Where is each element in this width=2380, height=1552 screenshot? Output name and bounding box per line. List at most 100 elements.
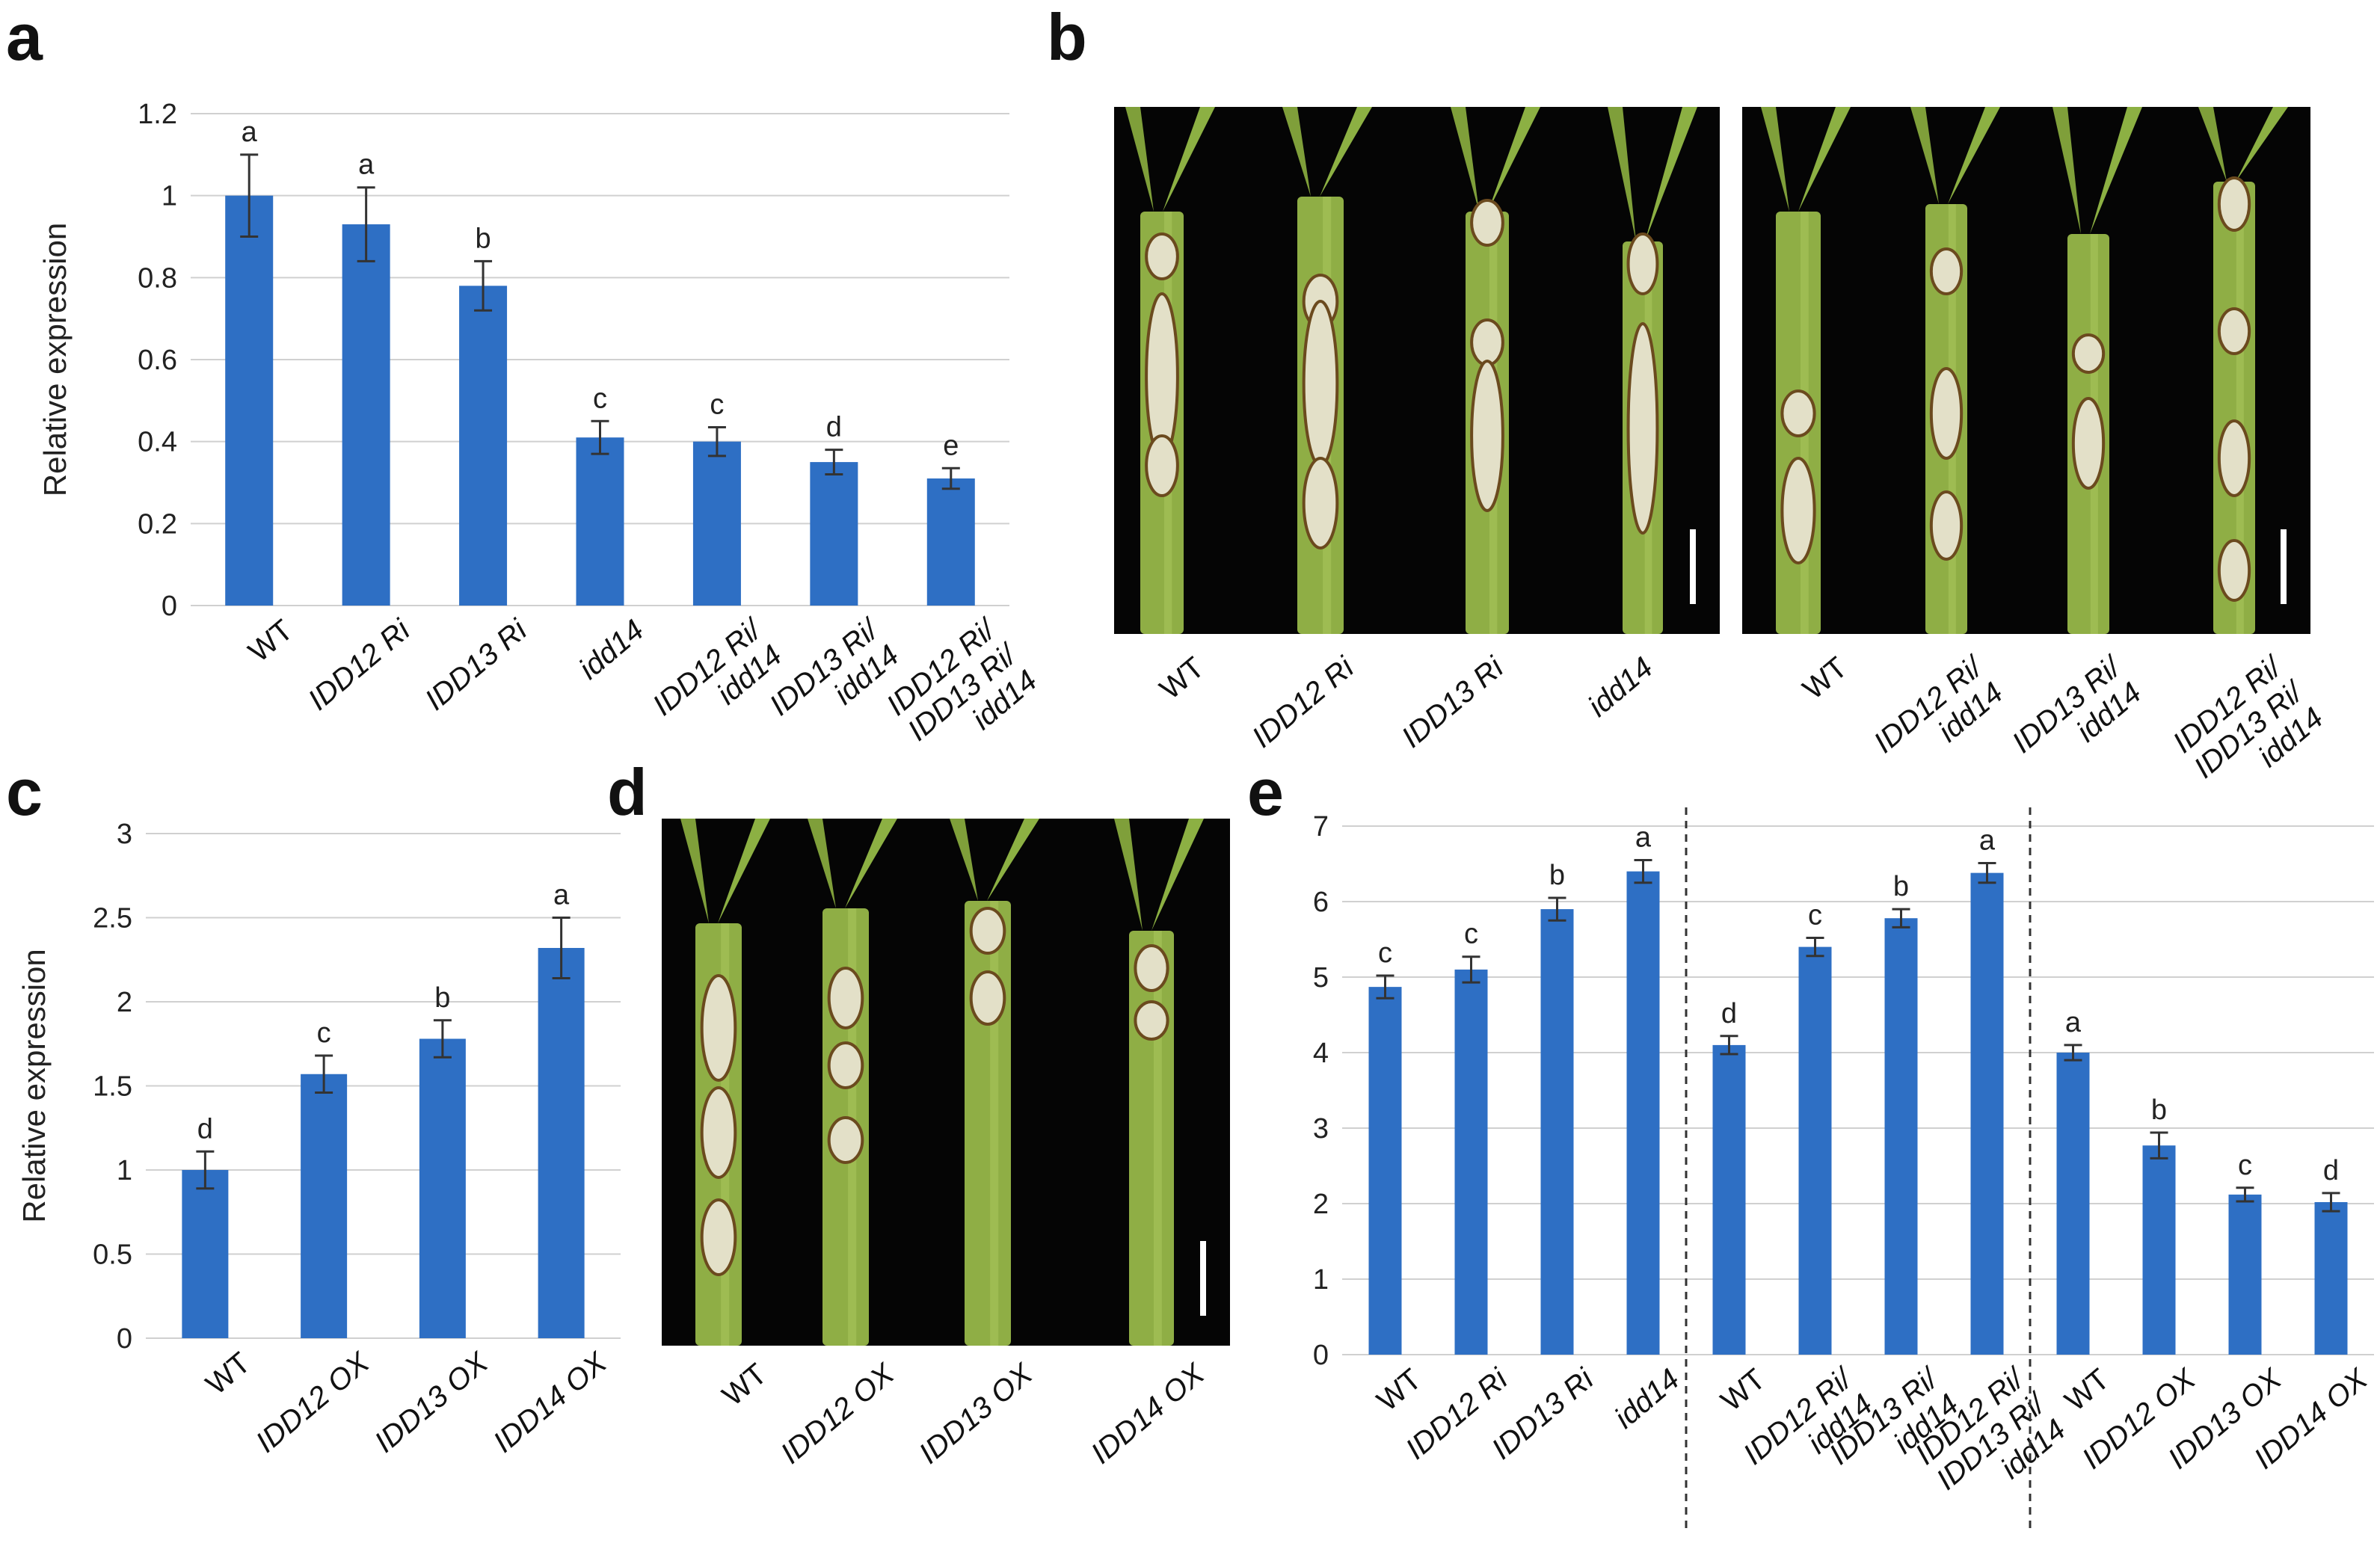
error-bar [552,917,571,979]
photo-label: IDD13 OX [913,1357,1039,1471]
stem [950,819,1039,1346]
photo-label-line-0: WT [1797,651,1854,706]
y-tick-label: 0 [162,591,177,622]
error-bar [941,466,960,490]
significance-letter: b [434,982,450,1014]
leaf [1948,107,2000,204]
photo-label-line-0: IDD13 OX [913,1357,1039,1471]
error-bar [591,419,609,455]
significance-letter: b [1893,871,1909,902]
bar [2142,1145,2176,1355]
x-tick-label: IDD13 Ri/idd14 [763,612,905,722]
x-tick-label-line-0: IDD13 OX [369,1346,495,1459]
error-bar [1634,858,1652,884]
panel-letter-c: c [6,755,43,829]
significance-letter: b [1549,860,1565,891]
photo-d-stems [662,819,1230,1346]
stem [2052,107,2142,634]
error-bar [1462,955,1480,984]
x-tick-label-line-0: WT [1715,1363,1772,1418]
stem-highlight [990,901,999,1346]
lesion [1145,292,1179,460]
photo-label: IDD14 OX [1085,1357,1211,1471]
lesion [1626,233,1659,295]
photo-label-line-0: WT [716,1358,773,1413]
x-tick-label: idd14 [1608,1363,1685,1435]
y-tick-label: 0 [117,1323,132,1355]
significance-letter: a [2065,1007,2082,1038]
bar [1884,918,1918,1355]
lesion [2071,397,2106,490]
significance-letter: b [2151,1094,2167,1126]
photo-label: IDD13 Ri/idd14 [2006,649,2147,760]
significance-letter: a [242,117,258,148]
y-tick-label: 7 [1313,811,1329,843]
significance-letter: d [1721,998,1737,1029]
leaf [1798,107,1851,212]
x-tick-label: IDD12 OX [250,1346,376,1459]
panel-letter-a: a [6,0,43,74]
bar [225,195,274,606]
error-bar [2236,1186,2254,1203]
photo-background [1114,107,1720,634]
bar [692,441,741,606]
significance-letter: c [710,389,724,420]
lesion [2217,419,2251,497]
y-tick-label: 0.5 [93,1240,132,1271]
x-tick-label-line-0: idd14 [1608,1363,1685,1435]
x-tick-label-line-0: WT [2059,1363,2116,1418]
stem-highlight [1154,931,1162,1346]
x-tick-label: WT [2059,1363,2116,1418]
leaf [950,819,978,901]
y-tick-label: 1 [162,181,177,212]
photo-label-line-0: IDD13 Ri [1395,650,1510,754]
bar [576,437,624,606]
lesion [969,907,1006,955]
y-tick-label: 1 [117,1155,132,1186]
x-tick-label-line-0: IDD12 Ri [302,613,416,717]
leaf [808,819,836,908]
leaf [1163,107,1215,212]
lesion [1145,233,1179,280]
leaf [1151,819,1204,931]
lesion [1134,944,1169,992]
stem [1910,107,2000,634]
leaf [1320,107,1372,197]
leaf [987,819,1039,901]
bar [342,224,390,606]
panel-letter-b: b [1047,0,1087,74]
photo-d-labels: WT IDD12 OX IDD13 OX IDD14 OX [716,1357,1211,1471]
bar [2314,1201,2348,1355]
leaf [718,819,770,923]
lesion [700,1086,737,1179]
error-bar [315,1054,333,1094]
bar [1970,872,2004,1355]
bar [2228,1194,2262,1355]
stem [680,819,770,1346]
scale-bar [1200,1241,1206,1316]
stem [1114,819,1204,1346]
significance-letter: c [1808,899,1822,931]
y-tick-label: 0.8 [138,262,177,294]
error-bar [2322,1192,2340,1213]
bar [1454,969,1488,1355]
x-tick-label-line-0: idd14 [573,614,650,686]
photo-label: WT [716,1358,773,1413]
lesion [2217,307,2251,355]
leaf [845,819,897,908]
significance-letter: d [826,412,842,443]
y-tick-label: 1.2 [138,99,177,130]
bar [810,462,858,606]
x-tick-label-line-0: WT [242,614,299,669]
error-bar [2064,1044,2082,1062]
photo-label: WT [1154,651,1211,706]
lesion [1145,434,1179,497]
bar [182,1170,229,1338]
leaf [1282,107,1311,197]
lesion [827,967,864,1029]
significance-letter: b [476,223,491,254]
y-tick-label: 1.5 [93,1071,132,1103]
error-bar [707,425,726,458]
bar [538,948,585,1338]
x-tick-label-line-0: IDD13 Ri [419,613,533,717]
